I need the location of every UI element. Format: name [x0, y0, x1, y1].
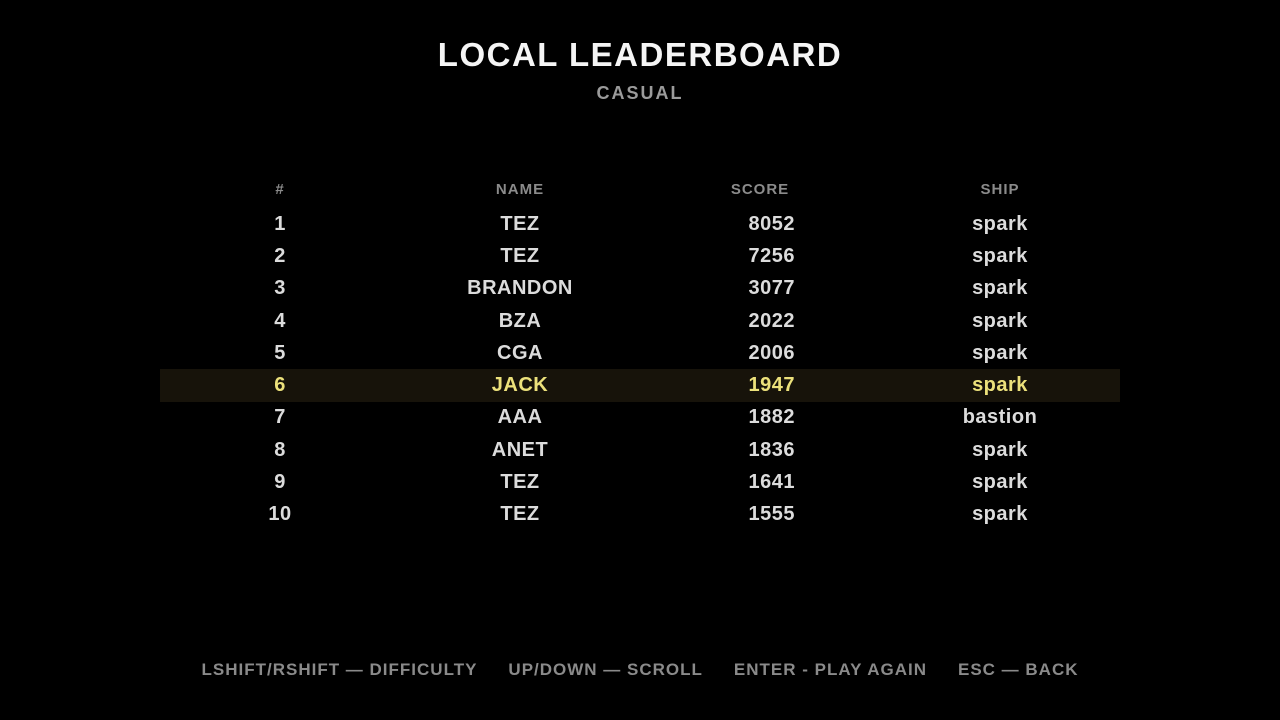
- rank-cell: 3: [274, 277, 286, 300]
- table-row-selected: 6 JACK 1947 spark: [160, 369, 1120, 402]
- table-row: 7 AAA 1882 bastion: [160, 402, 1120, 434]
- rank-cell: 8: [274, 438, 286, 461]
- difficulty-label: CASUAL: [596, 83, 684, 103]
- name-cell: CGA: [497, 341, 543, 364]
- name-cell: ANET: [491, 438, 549, 461]
- name-cell: BZA: [498, 309, 542, 332]
- table-row: 9 TEZ 1641 spark: [160, 466, 1120, 498]
- score-cell: 3077: [748, 277, 795, 300]
- score-cell: 8052: [748, 212, 795, 235]
- hint-difficulty: LSHIFT/RSHIFT — DIFFICULTY: [201, 660, 478, 679]
- rank-cell: 7: [274, 406, 286, 429]
- hint-scroll: UP/DOWN — SCROLL: [508, 660, 703, 679]
- ship-cell: spark: [972, 503, 1028, 526]
- score-cell: 1641: [748, 471, 795, 494]
- column-header-ship: SHIP: [980, 180, 1020, 198]
- table-row: 5 CGA 2006 spark: [160, 337, 1120, 369]
- rank-cell: 2: [274, 244, 286, 267]
- table-row: 3 BRANDON 3077 spark: [160, 273, 1120, 305]
- ship-cell: spark: [972, 309, 1028, 332]
- name-cell: TEZ: [500, 503, 540, 526]
- score-cell: 1836: [748, 438, 795, 461]
- ship-cell: spark: [972, 438, 1028, 461]
- rank-cell: 4: [274, 309, 286, 332]
- score-cell: 7256: [748, 244, 795, 267]
- table-rows: 1 TEZ 8052 spark 2 TEZ 7256 spark 3 BRANDON 3077 sp…: [160, 208, 1120, 531]
- table-row: 4 BZA 2022 spark: [160, 305, 1120, 337]
- name-cell: JACK: [491, 374, 549, 397]
- ship-cell: spark: [972, 471, 1028, 494]
- ship-cell: spark: [972, 244, 1028, 267]
- score-cell: 1555: [748, 503, 795, 526]
- score-cell: 2022: [748, 309, 795, 332]
- score-cell: 1882: [748, 406, 795, 429]
- hint-play-again: ENTER - PLAY AGAIN: [733, 660, 927, 679]
- name-cell: AAA: [497, 406, 543, 429]
- rank-cell: 1: [274, 212, 286, 235]
- hint-back: ESC — BACK: [958, 660, 1079, 679]
- control-hints-bar: LSHIFT/RSHIFT — DIFFICULTY UP/DOWN — SCR…: [0, 660, 1280, 680]
- title-block: LOCAL LEADERBOARD CASUAL: [0, 36, 1280, 104]
- rank-cell: 9: [274, 471, 286, 494]
- ship-cell: bastion: [962, 406, 1038, 429]
- score-cell: 2006: [748, 341, 795, 364]
- name-cell: TEZ: [500, 471, 540, 494]
- table-row: 8 ANET 1836 spark: [160, 434, 1120, 466]
- ship-cell: spark: [972, 277, 1028, 300]
- ship-cell: spark: [972, 341, 1028, 364]
- rank-cell: 6: [274, 374, 286, 397]
- column-header-name: NAME: [495, 180, 545, 198]
- table-row: 10 TEZ 1555 spark: [160, 499, 1120, 531]
- ship-cell: spark: [972, 374, 1028, 397]
- name-cell: TEZ: [500, 212, 540, 235]
- column-header-score: SCORE: [730, 180, 790, 198]
- name-cell: BRANDON: [467, 277, 573, 300]
- table-row: 1 TEZ 8052 spark: [160, 208, 1120, 240]
- table-header-row: # NAME SCORE SHIP: [160, 174, 1120, 204]
- score-cell: 1947: [748, 374, 795, 397]
- rank-cell: 5: [274, 341, 286, 364]
- column-header-rank: #: [275, 180, 285, 198]
- rank-cell: 10: [268, 503, 292, 526]
- ship-cell: spark: [972, 212, 1028, 235]
- name-cell: TEZ: [500, 244, 540, 267]
- page-title: LOCAL LEADERBOARD: [437, 36, 843, 73]
- leaderboard-table: # NAME SCORE SHIP 1 TEZ 8052 spark 2 TEZ 7256 s…: [160, 174, 1120, 531]
- table-row: 2 TEZ 7256 spark: [160, 240, 1120, 272]
